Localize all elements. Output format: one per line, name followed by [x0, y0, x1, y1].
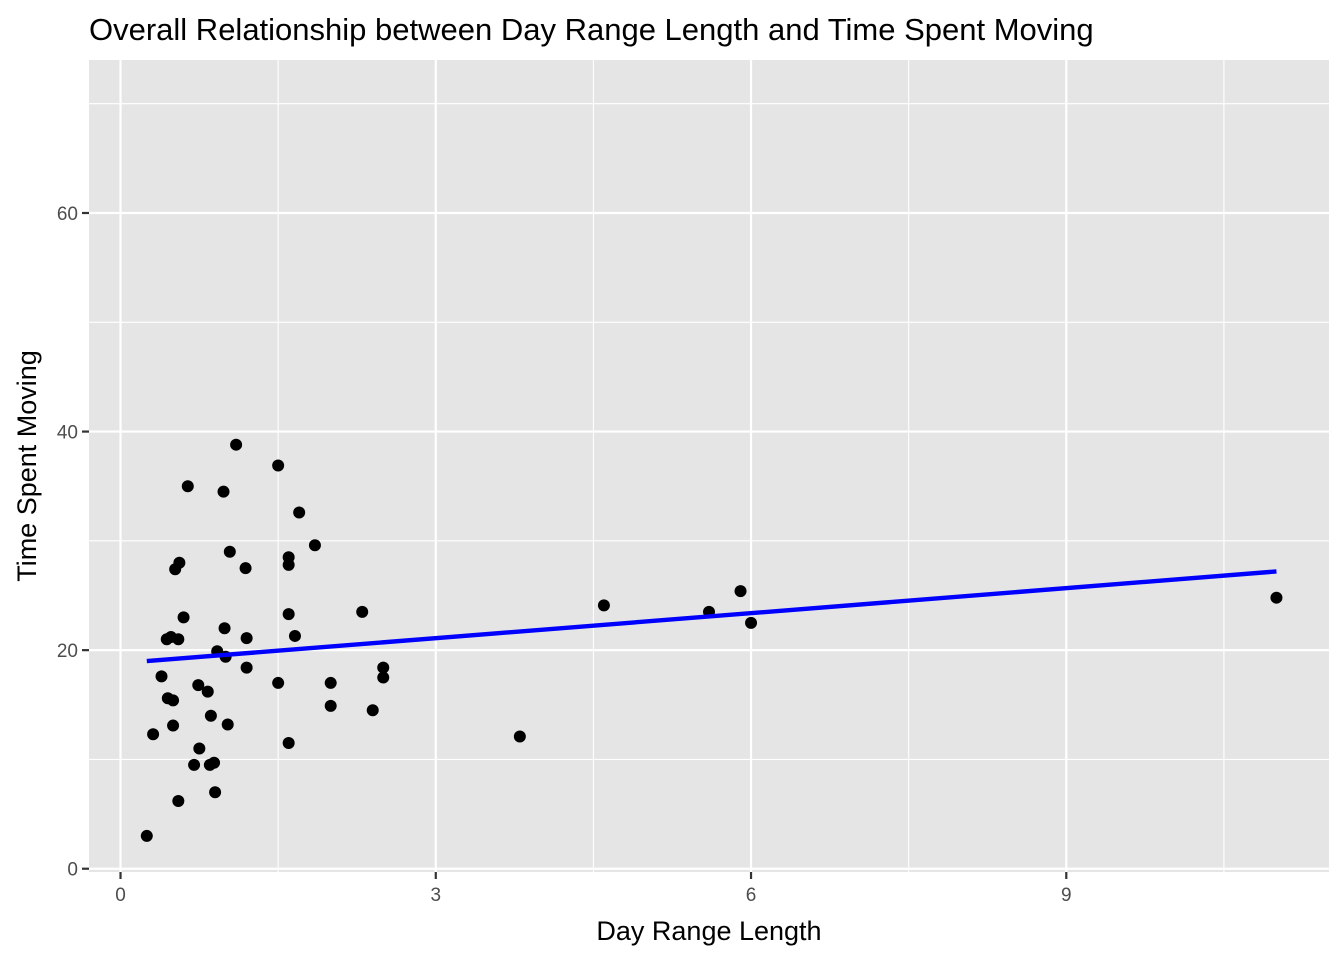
data-point	[140, 829, 153, 842]
data-point	[223, 545, 236, 558]
data-point	[167, 719, 180, 732]
y-axis: 0 20 40 60	[57, 204, 89, 881]
data-point	[177, 611, 190, 624]
data-point	[208, 756, 221, 769]
data-point	[308, 539, 321, 552]
chart-title: Overall Relationship between Day Range L…	[89, 12, 1094, 47]
scatter-points	[140, 438, 1283, 842]
trend-line	[146, 569, 1277, 664]
data-point	[324, 676, 337, 689]
data-point	[1270, 591, 1283, 604]
x-tick-label: 3	[430, 885, 441, 906]
plot-panel	[89, 60, 1329, 872]
data-point	[192, 679, 205, 692]
data-point	[282, 608, 295, 621]
x-tick-label: 9	[1061, 885, 1072, 906]
x-axis-title: Day Range Length	[596, 916, 821, 946]
x-tick-label: 0	[115, 885, 126, 906]
data-point	[293, 506, 306, 519]
data-point	[204, 709, 217, 722]
data-point	[218, 622, 231, 635]
y-axis-title: Time Spent Moving	[12, 350, 42, 582]
data-point	[240, 632, 253, 645]
x-tick-label: 6	[746, 885, 757, 906]
y-tick-label: 60	[57, 204, 78, 225]
data-point	[272, 459, 285, 472]
data-point	[513, 730, 526, 743]
data-point	[745, 616, 758, 629]
data-point	[272, 676, 285, 689]
data-point	[240, 661, 253, 674]
trend-line-group	[146, 569, 1277, 664]
data-point	[188, 758, 201, 771]
data-point	[221, 718, 234, 731]
data-point	[734, 585, 747, 598]
data-point	[181, 480, 194, 493]
data-point	[155, 670, 168, 683]
data-point	[230, 438, 243, 451]
major-gridlines	[89, 60, 1329, 872]
data-point	[217, 485, 230, 498]
y-tick-label: 0	[67, 860, 78, 881]
y-tick-label: 20	[57, 641, 78, 662]
data-point	[172, 633, 185, 646]
data-point	[282, 551, 295, 564]
data-point	[377, 671, 390, 684]
minor-gridlines	[89, 60, 1329, 872]
data-point	[288, 629, 301, 642]
data-point	[209, 786, 222, 799]
data-point	[597, 599, 610, 612]
data-point	[377, 661, 390, 674]
y-tick-label: 40	[57, 423, 78, 444]
data-point	[282, 737, 295, 750]
data-point	[173, 556, 186, 569]
data-point	[167, 694, 180, 707]
data-point	[366, 704, 379, 717]
x-axis: 0 3 6 9	[115, 872, 1072, 906]
data-point	[172, 794, 185, 807]
data-point	[356, 605, 369, 618]
data-point	[193, 742, 206, 755]
data-point	[201, 685, 214, 698]
data-point	[324, 699, 337, 712]
data-point	[147, 728, 160, 741]
data-point	[239, 562, 252, 575]
